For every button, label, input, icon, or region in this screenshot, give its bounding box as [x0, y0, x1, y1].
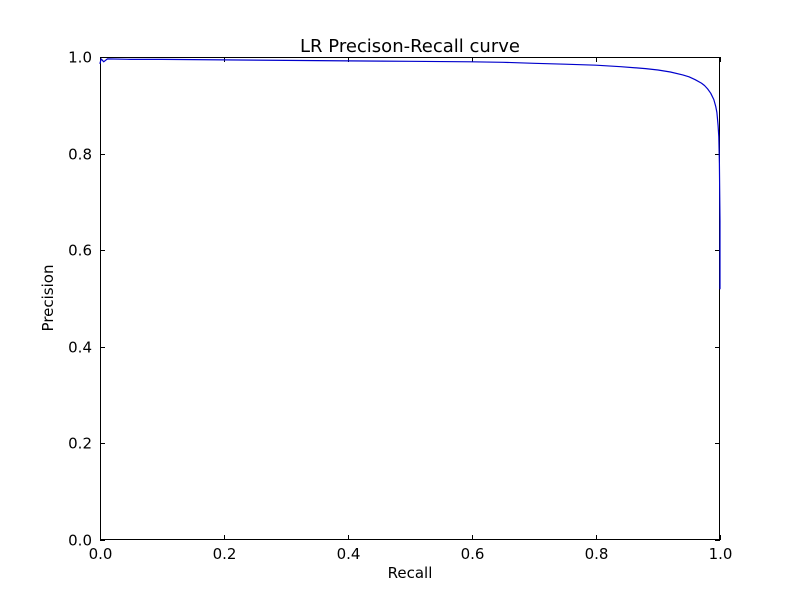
x-axis-label: Recall	[387, 564, 433, 582]
y-tick-label: 0.2	[68, 435, 92, 453]
y-axis-label: Precision	[39, 264, 57, 332]
x-tick-label: 1.0	[709, 545, 733, 563]
x-tick-label: 0.4	[337, 545, 361, 563]
y-tick-label: 1.0	[68, 49, 92, 67]
x-tick-label: 0.2	[213, 545, 237, 563]
chart-title: LR Precison-Recall curve	[300, 36, 520, 57]
precision-recall-curve	[99, 58, 721, 290]
axes-box	[100, 57, 720, 540]
x-tick-label: 0.6	[461, 545, 485, 563]
x-tick-label: 0.0	[89, 545, 113, 563]
y-tick-label: 0.0	[68, 532, 92, 550]
y-tick-label: 0.4	[68, 339, 92, 357]
y-tick-label: 0.8	[68, 146, 92, 164]
y-tick-label: 0.6	[68, 242, 92, 260]
x-tick-label: 0.8	[585, 545, 609, 563]
